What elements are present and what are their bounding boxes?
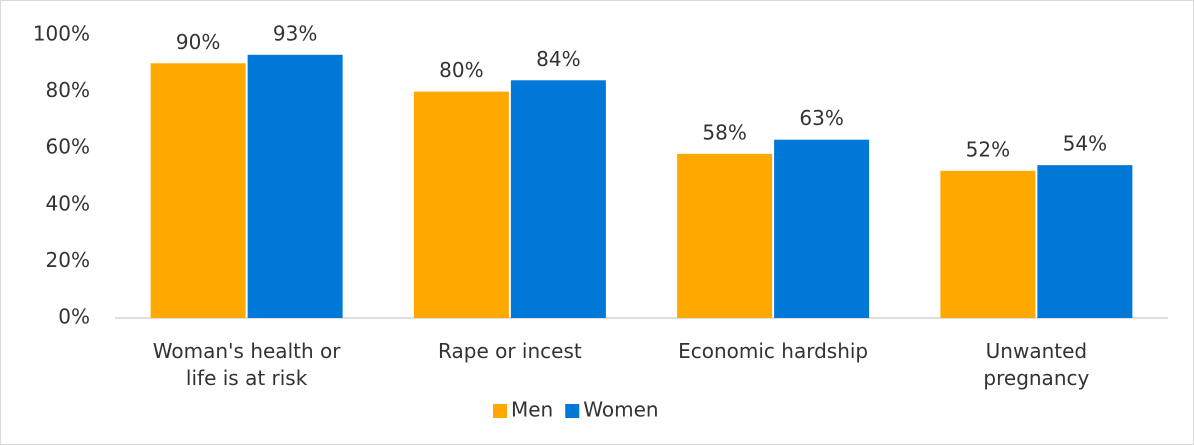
x-tick-label: Rape or incest: [438, 339, 582, 363]
y-tick-label: 0%: [58, 305, 90, 329]
legend-swatch: [493, 404, 507, 418]
legend-swatch: [565, 404, 580, 418]
bar: [510, 80, 606, 318]
x-tick-label: Woman's health or life is at risk: [152, 339, 341, 390]
y-tick-label: 40%: [46, 191, 90, 215]
legend-label: Men: [511, 398, 553, 422]
bar: [677, 153, 773, 318]
data-label: 54%: [1063, 132, 1107, 156]
data-label: 58%: [702, 120, 746, 144]
data-label: 63%: [799, 106, 843, 130]
x-tick-label: Economic hardship: [678, 339, 869, 363]
bar: [1037, 165, 1133, 318]
y-tick-label: 60%: [46, 135, 90, 159]
legend-label: Women: [583, 398, 658, 422]
data-label: 80%: [439, 58, 483, 82]
bar: [774, 139, 870, 318]
data-label: 52%: [966, 137, 1010, 161]
x-tick-label: Unwanted pregnancy: [983, 339, 1090, 390]
y-tick-label: 100%: [33, 22, 90, 46]
y-tick-label: 20%: [46, 248, 90, 272]
bar: [150, 63, 246, 318]
data-label: 93%: [273, 21, 317, 45]
bar: [413, 91, 509, 318]
data-label: 84%: [536, 47, 580, 71]
bar: [247, 54, 343, 319]
y-tick-label: 80%: [46, 78, 90, 102]
data-label: 90%: [176, 30, 220, 54]
bar: [940, 170, 1036, 318]
